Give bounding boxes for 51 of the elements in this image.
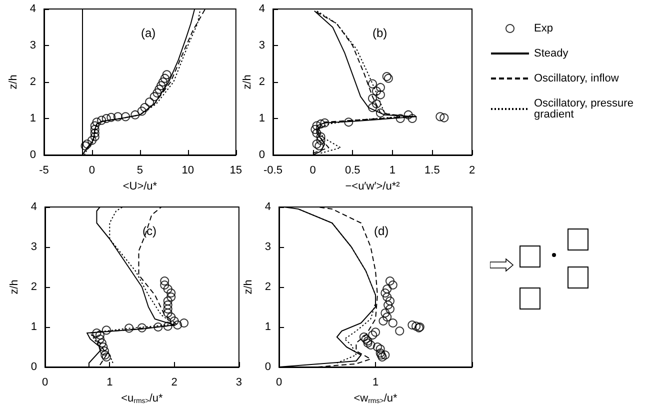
y-tick-label: 2 bbox=[30, 281, 37, 293]
y-tick-label: 1 bbox=[30, 112, 36, 124]
annotation: (d) bbox=[374, 224, 389, 238]
y-tick-label: 4 bbox=[264, 201, 272, 213]
legend-label: Oscillatory, pressure gradient bbox=[534, 98, 636, 120]
y-tick-label: 4 bbox=[258, 3, 265, 15]
legend-label: Oscillatory, inflow bbox=[534, 72, 619, 84]
y-tick-label: 3 bbox=[264, 241, 272, 253]
x-tick-label: 3 bbox=[236, 376, 242, 388]
x-tick-label: 1 bbox=[372, 376, 379, 388]
y-axis-title: z/h bbox=[8, 280, 20, 294]
x-tick-label: 0 bbox=[310, 164, 316, 176]
y-tick-label: 1 bbox=[264, 321, 272, 333]
y-tick-label: 0 bbox=[258, 149, 265, 161]
x-axis-title: −<u′w′>/u*² bbox=[345, 180, 400, 192]
x-axis-title: <U>/u* bbox=[122, 180, 158, 192]
x-tick-label: -0.5 bbox=[264, 164, 282, 176]
legend-label: Exp bbox=[534, 22, 553, 34]
x-tick-label: 0 bbox=[42, 376, 48, 388]
y-axis-title: z/h bbox=[242, 74, 254, 90]
y-tick-label: 2 bbox=[258, 76, 265, 88]
x-tick-label: 1 bbox=[106, 376, 113, 388]
x-tick-label: 10 bbox=[182, 164, 194, 176]
y-tick-label: 3 bbox=[30, 40, 36, 52]
y-tick-label: 0 bbox=[30, 361, 37, 373]
x-tick-label: 2 bbox=[468, 164, 476, 176]
y-tick-label: 0 bbox=[30, 149, 36, 161]
y-tick-label: 2 bbox=[30, 76, 36, 88]
x-tick-label: 5 bbox=[136, 164, 144, 176]
y-tick-label: 3 bbox=[258, 40, 265, 52]
x-tick-label: 1.5 bbox=[424, 164, 440, 176]
annotation: (c) bbox=[142, 224, 156, 238]
y-tick-label: 1 bbox=[258, 112, 265, 124]
x-tick-label: 0 bbox=[88, 164, 96, 176]
x-tick-label: 1 bbox=[389, 164, 396, 176]
y-tick-label: 3 bbox=[30, 241, 37, 253]
legend-label: Steady bbox=[534, 48, 569, 60]
y-tick-label: 0 bbox=[264, 361, 272, 373]
x-tick-label: 15 bbox=[230, 164, 242, 176]
annotation: (b) bbox=[372, 26, 388, 40]
x-tick-label: 2 bbox=[171, 376, 178, 388]
y-tick-label: 2 bbox=[264, 281, 272, 293]
x-tick-label: 0 bbox=[276, 376, 282, 388]
y-tick-label: 4 bbox=[30, 201, 37, 213]
y-axis-title: z/h bbox=[242, 280, 254, 294]
y-tick-label: 4 bbox=[30, 3, 36, 15]
x-tick-label: -5 bbox=[39, 164, 49, 176]
annotation: (a) bbox=[141, 26, 156, 40]
y-axis-title: z/h bbox=[8, 74, 20, 90]
x-tick-label: 0.5 bbox=[344, 164, 360, 176]
y-tick-label: 1 bbox=[30, 321, 37, 333]
